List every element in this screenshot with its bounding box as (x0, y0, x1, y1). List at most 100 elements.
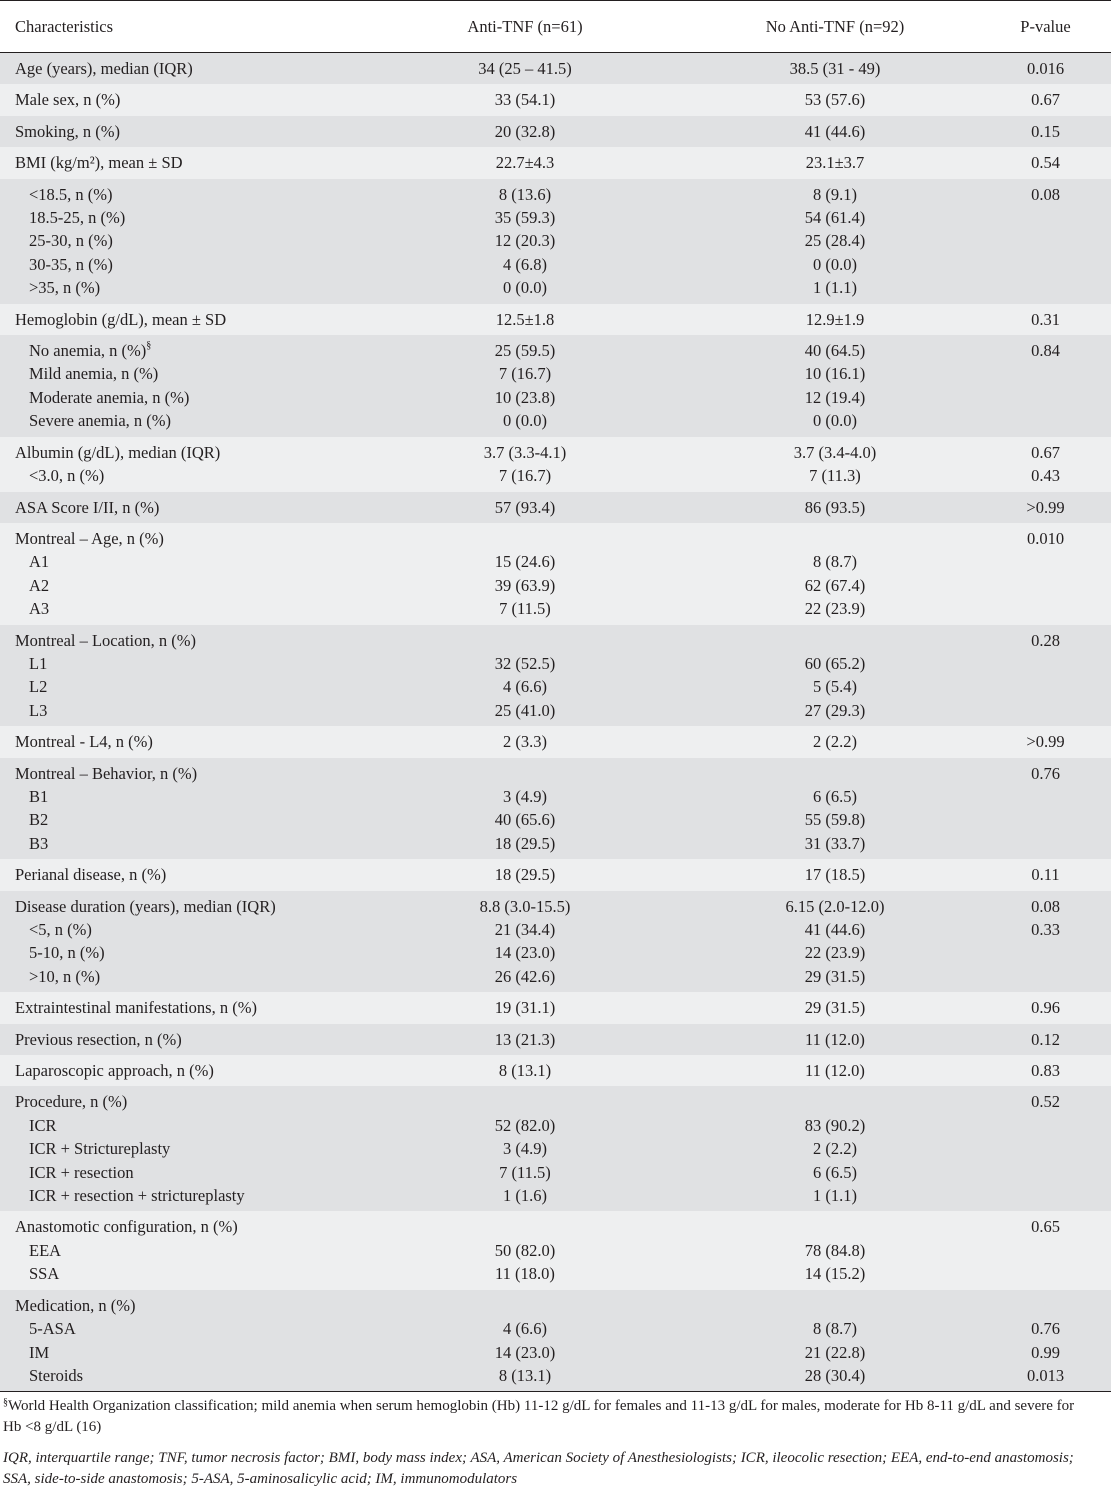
no-anti-tnf-value (690, 1211, 980, 1239)
subcategory-label: A3 (0, 597, 360, 625)
no-anti-tnf-value: 41 (44.6) (690, 115, 980, 148)
p-value (980, 1160, 1111, 1185)
table-row: 30-35, n (%) 4 (6.8) 0 (0.0) (0, 252, 1111, 277)
p-value: 0.76 (980, 757, 1111, 785)
label-text: L2 (29, 677, 48, 697)
no-anti-tnf-value: 2 (2.2) (690, 1137, 980, 1161)
label-text: 5-ASA (29, 1319, 76, 1339)
label-text: Laparoscopic approach, n (%) (15, 1061, 214, 1081)
p-value (980, 831, 1111, 860)
header-p-value: P-value (980, 0, 1111, 53)
label-text: Montreal – Behavior, n (%) (15, 763, 198, 783)
no-anti-tnf-value: 53 (57.6) (690, 84, 980, 116)
subcategory-label: Mild anemia, n (%) (0, 362, 360, 386)
label-text: <3.0, n (%) (29, 466, 105, 486)
anti-tnf-value (360, 1211, 690, 1239)
label-text: BMI (kg/m²), mean ± SD (15, 153, 183, 173)
anti-tnf-value: 8 (13.6) (360, 178, 690, 207)
no-anti-tnf-value: 29 (31.5) (690, 964, 980, 993)
no-anti-tnf-value: 1 (1.1) (690, 1184, 980, 1212)
anti-tnf-value: 3.7 (3.3-4.1) (360, 436, 690, 465)
p-value (980, 206, 1111, 230)
p-value (980, 276, 1111, 304)
no-anti-tnf-value: 14 (15.2) (690, 1262, 980, 1290)
table-row: BMI (kg/m²), mean ± SD 22.7±4.3 23.1±3.7 0.… (0, 147, 1111, 179)
anti-tnf-value: 18 (29.5) (360, 831, 690, 860)
label-text: 25-30, n (%) (29, 231, 113, 251)
characteristic-label: Male sex, n (%) (0, 84, 360, 116)
p-value (980, 784, 1111, 809)
label-text: ICR + Strictureplasty (29, 1139, 171, 1159)
subcategory-label: Steroids (0, 1363, 360, 1393)
table-row: Age (years), median (IQR) 34 (25 – 41.5) 3… (0, 52, 1111, 85)
no-anti-tnf-value: 40 (64.5) (690, 335, 980, 363)
p-value (980, 550, 1111, 574)
table-row: <18.5, n (%) 8 (13.6) 8 (9.1) 0.08 (0, 178, 1111, 207)
table-row: Steroids 8 (13.1) 28 (30.4) 0.013 (0, 1363, 1111, 1393)
no-anti-tnf-value (690, 522, 980, 551)
anti-tnf-value: 18 (29.5) (360, 859, 690, 891)
subcategory-label: No anemia, n (%)§ (0, 335, 360, 363)
table-row: Disease duration (years), median (IQR) 8.… (0, 890, 1111, 918)
table-row: ICR + Strictureplasty 3 (4.9) 2 (2.2) (0, 1137, 1111, 1161)
label-text: Severe anemia, n (%) (29, 411, 172, 431)
anti-tnf-value: 57 (93.4) (360, 491, 690, 523)
characteristic-label: Montreal – Location, n (%) (0, 624, 360, 652)
p-value (980, 1262, 1111, 1290)
table-row: Procedure, n (%) 0.52 (0, 1086, 1111, 1114)
p-value: 0.99 (980, 1340, 1111, 1364)
p-value: 0.52 (980, 1086, 1111, 1114)
p-value (980, 229, 1111, 253)
anti-tnf-value: 50 (82.0) (360, 1238, 690, 1263)
footnote-text: World Health Organization classification… (3, 1398, 1075, 1436)
table-row: Medication, n (%) (0, 1289, 1111, 1318)
p-value (980, 941, 1111, 965)
label-text: Medication, n (%) (15, 1295, 136, 1315)
table-row: B3 18 (29.5) 31 (33.7) (0, 831, 1111, 860)
label-text: Anastomotic configuration, n (%) (15, 1217, 238, 1237)
subcategory-label: B3 (0, 831, 360, 860)
anti-tnf-value: 25 (41.0) (360, 698, 690, 727)
table-row: ICR + resection 7 (11.5) 6 (6.5) (0, 1160, 1111, 1185)
p-value (980, 651, 1111, 676)
no-anti-tnf-value: 38.5 (31 - 49) (690, 52, 980, 85)
label-text: 5-10, n (%) (29, 943, 105, 963)
subcategory-label: 30-35, n (%) (0, 252, 360, 277)
anti-tnf-value: 0 (0.0) (360, 409, 690, 437)
anti-tnf-value: 35 (59.3) (360, 206, 690, 230)
p-value: 0.11 (980, 859, 1111, 891)
label-text: B3 (29, 833, 49, 853)
label-text: No anemia, n (%) (29, 341, 147, 361)
anti-tnf-value: 4 (6.6) (360, 675, 690, 699)
anti-tnf-value (360, 1086, 690, 1114)
p-value: 0.67 (980, 84, 1111, 116)
header-row: Characteristics Anti-TNF (n=61) No Anti-… (0, 0, 1111, 53)
label-text: SSA (29, 1264, 60, 1284)
subcategory-label: >35, n (%) (0, 276, 360, 304)
p-value (980, 597, 1111, 625)
table-row: B1 3 (4.9) 6 (6.5) (0, 784, 1111, 809)
p-value (980, 1137, 1111, 1161)
anti-tnf-value: 7 (11.5) (360, 1160, 690, 1185)
label-text: B1 (29, 786, 49, 806)
characteristic-label: Laparoscopic approach, n (%) (0, 1055, 360, 1087)
no-anti-tnf-value (690, 624, 980, 652)
label-text: ICR + resection (29, 1162, 134, 1182)
p-value: 0.31 (980, 303, 1111, 336)
table-row: B2 40 (65.6) 55 (59.8) (0, 808, 1111, 832)
p-value (980, 385, 1111, 410)
p-value: 0.54 (980, 147, 1111, 179)
p-value: 0.28 (980, 624, 1111, 652)
table-row: <3.0, n (%) 7 (16.7) 7 (11.3) 0.43 (0, 464, 1111, 492)
subcategory-label: 25-30, n (%) (0, 229, 360, 253)
table-row: A2 39 (63.9) 62 (67.4) (0, 573, 1111, 598)
subcategory-label: L1 (0, 651, 360, 676)
label-text: Perianal disease, n (%) (15, 865, 167, 885)
label-text: 18.5-25, n (%) (29, 208, 126, 228)
p-value (980, 964, 1111, 993)
subcategory-label: B1 (0, 784, 360, 809)
no-anti-tnf-value: 3.7 (3.4-4.0) (690, 436, 980, 465)
anti-tnf-value: 52 (82.0) (360, 1113, 690, 1138)
anti-tnf-value: 11 (18.0) (360, 1262, 690, 1290)
table-row: Extraintestinal manifestations, n (%) 19 … (0, 992, 1111, 1024)
